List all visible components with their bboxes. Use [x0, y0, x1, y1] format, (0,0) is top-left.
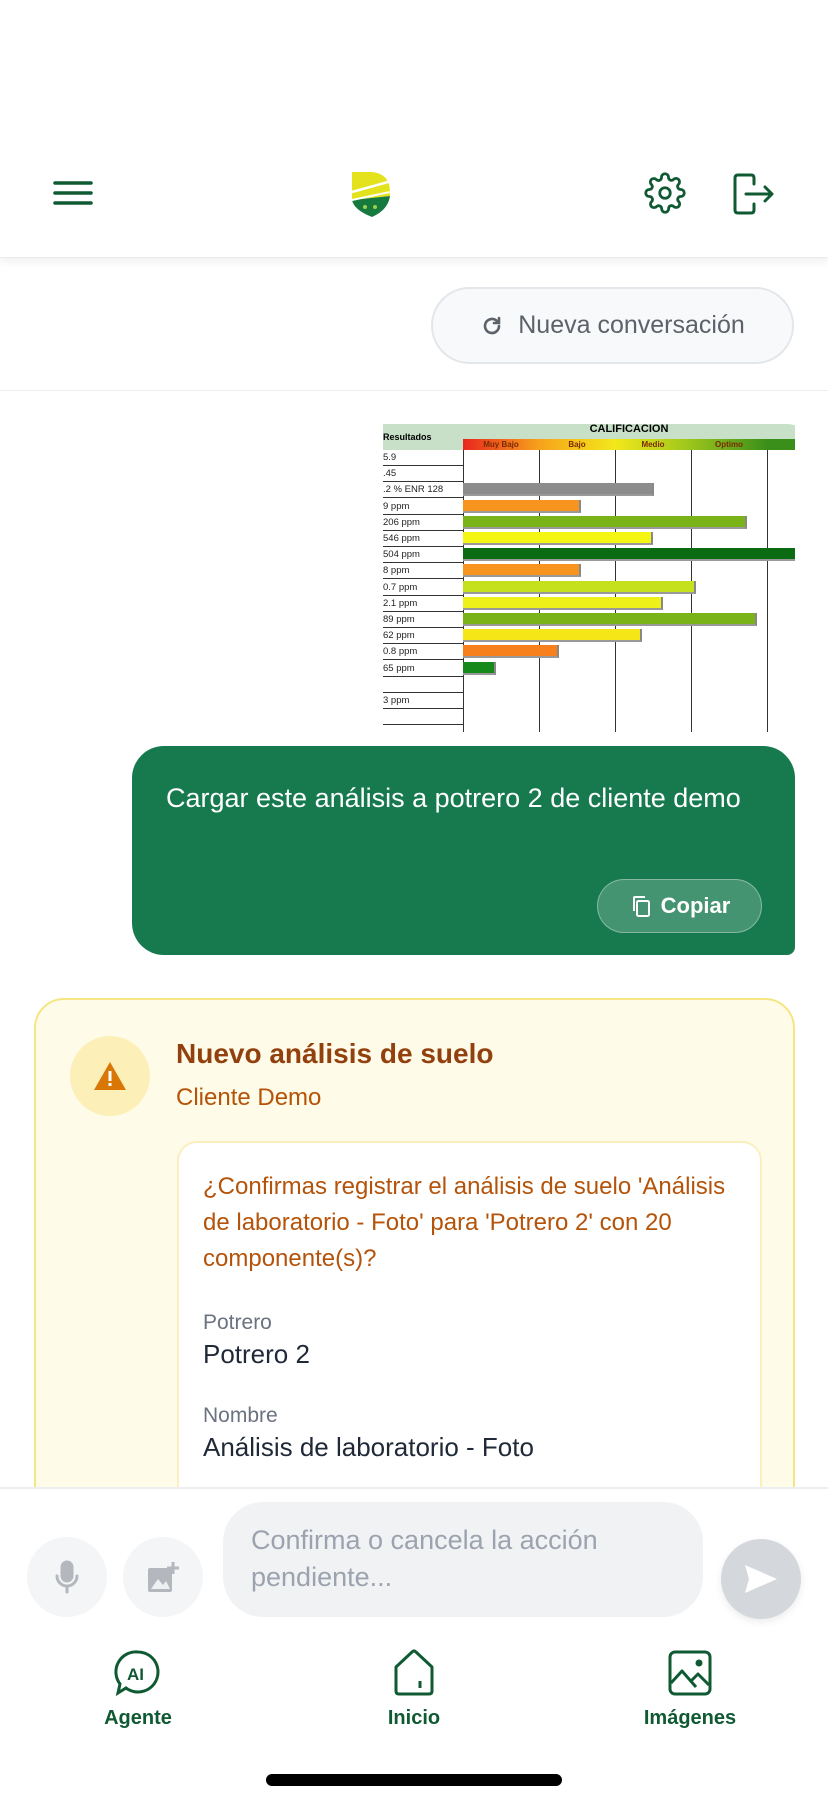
send-button[interactable] — [721, 1539, 801, 1619]
result-bar — [463, 596, 663, 610]
result-label — [383, 677, 463, 693]
category-band: Medio — [615, 439, 691, 450]
card-title: Nuevo análisis de suelo — [176, 1038, 494, 1069]
ai-chat-icon: AI — [114, 1650, 160, 1697]
microphone-icon — [55, 1560, 79, 1594]
add-image-button[interactable] — [123, 1537, 203, 1617]
result-bar — [463, 580, 696, 594]
category-band: Optimo — [691, 439, 767, 450]
result-bar — [463, 548, 795, 562]
result-label: 65 ppm — [383, 661, 463, 677]
result-bar — [463, 629, 643, 643]
warning-badge — [70, 1036, 150, 1116]
category-band: Bajo — [539, 439, 615, 450]
result-bar — [463, 515, 748, 529]
copy-button[interactable]: Copiar — [597, 879, 762, 933]
message-input-placeholder: Confirma o cancela la acción pendiente..… — [251, 1525, 598, 1592]
result-label: 62 ppm — [383, 628, 463, 645]
result-label: 5.9 — [383, 450, 463, 466]
warning-icon — [94, 1062, 126, 1090]
result-label: 504 ppm — [383, 547, 463, 564]
result-label — [383, 709, 463, 726]
divider — [0, 390, 828, 391]
menu-button[interactable] — [52, 178, 94, 213]
result-label: .2 % ENR 128 — [383, 482, 463, 499]
gear-icon — [644, 172, 686, 214]
result-bar — [463, 483, 654, 497]
logout-button[interactable] — [730, 172, 776, 221]
new-conversation-label: Nueva conversación — [518, 311, 745, 339]
nav-agente[interactable]: AI Agente — [58, 1649, 218, 1730]
result-label: 206 ppm — [383, 515, 463, 531]
result-label: 0.7 ppm — [383, 580, 463, 596]
leaf-shield-logo — [351, 172, 391, 217]
send-icon — [745, 1565, 777, 1593]
field-label-nombre: Nombre — [203, 1404, 278, 1427]
app-header — [0, 0, 828, 258]
result-bar — [463, 532, 653, 545]
result-bar — [463, 564, 581, 578]
user-message-bubble: Cargar este análisis a potrero 2 de clie… — [132, 746, 795, 955]
settings-button[interactable] — [644, 172, 686, 219]
result-label: 8 ppm — [383, 563, 463, 580]
logout-icon — [733, 173, 774, 215]
result-bar — [463, 613, 758, 626]
result-label: 3 ppm — [383, 693, 463, 709]
category-band: M — [767, 439, 795, 450]
nav-agente-label: Agente — [104, 1707, 172, 1729]
image-icon — [668, 1650, 712, 1696]
nav-imagenes-label: Imágenes — [643, 1707, 737, 1729]
add-image-icon — [148, 1562, 179, 1592]
app-logo — [350, 170, 392, 223]
confirmation-question: ¿Confirmas registrar el análisis de suel… — [203, 1173, 726, 1272]
pending-action-card: Nuevo análisis de suelo Cliente Demo ¿Co… — [34, 998, 795, 1641]
result-bar — [463, 499, 581, 513]
refresh-icon — [483, 316, 501, 334]
attached-chart-image[interactable]: Resultados CALIFICACION Muy Bajo Bajo Medi… — [383, 424, 795, 732]
results-header: Resultados — [383, 432, 432, 442]
bottom-bar: Confirma o cancela la acción pendiente..… — [0, 1487, 828, 1800]
result-bar — [463, 645, 559, 659]
copy-icon — [632, 896, 650, 917]
result-label: 9 ppm — [383, 499, 463, 515]
nav-inicio[interactable]: Inicio — [334, 1649, 494, 1730]
grid-line — [767, 450, 768, 732]
result-label: 2.1 ppm — [383, 596, 463, 612]
hamburger-icon — [53, 181, 93, 205]
result-label: 546 ppm — [383, 531, 463, 547]
svg-text:AI: AI — [127, 1665, 144, 1684]
home-icon — [394, 1649, 434, 1696]
card-subtitle: Cliente Demo — [176, 1084, 322, 1111]
home-indicator — [266, 1774, 562, 1786]
nav-inicio-label: Inicio — [387, 1707, 441, 1729]
field-value-potrero: Potrero 2 — [203, 1339, 310, 1369]
chart-title: CALIFICACION — [589, 424, 669, 435]
copy-label: Copiar — [660, 893, 731, 918]
result-bar — [463, 661, 497, 675]
new-conversation-button[interactable]: Nueva conversación — [431, 287, 794, 364]
microphone-button[interactable] — [27, 1537, 107, 1617]
field-label-potrero: Potrero — [203, 1311, 272, 1334]
field-value-nombre: Análisis de laboratorio - Foto — [203, 1432, 534, 1462]
message-input[interactable]: Confirma o cancela la acción pendiente..… — [223, 1502, 703, 1617]
nav-imagenes[interactable]: Imágenes — [610, 1649, 770, 1730]
result-label: 0.8 ppm — [383, 644, 463, 661]
result-label: .45 — [383, 466, 463, 483]
result-label: 89 ppm — [383, 612, 463, 628]
user-message-text: Cargar este análisis a potrero 2 de clie… — [166, 783, 741, 813]
category-band: Muy Bajo — [463, 439, 539, 450]
